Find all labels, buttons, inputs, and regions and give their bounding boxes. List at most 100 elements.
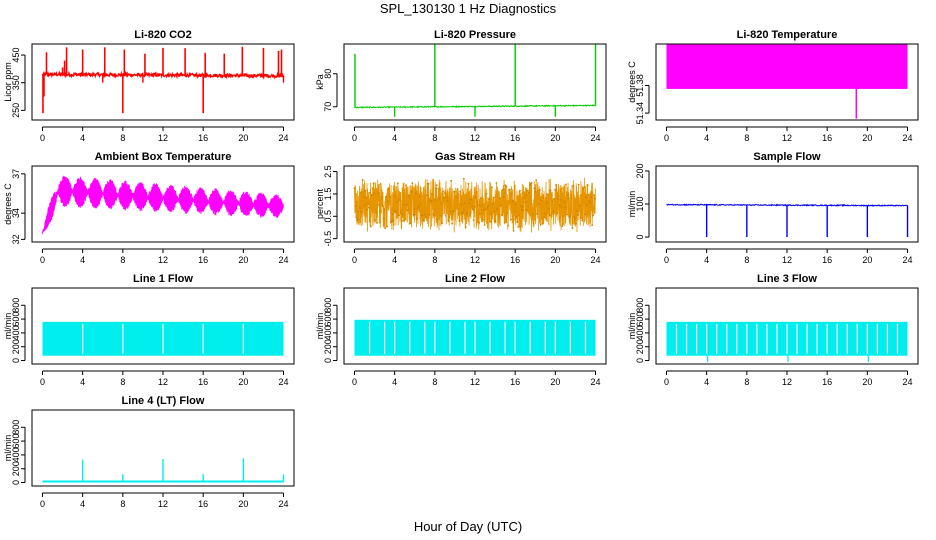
data-point	[511, 200, 514, 203]
data-point	[364, 189, 367, 192]
panel-title: Li-820 Pressure	[434, 29, 516, 41]
data-point	[388, 196, 391, 198]
data-point	[482, 208, 485, 211]
data-point	[401, 213, 404, 216]
x-tick-label: 0	[352, 255, 357, 265]
data-point	[481, 218, 484, 221]
x-tick-label: 8	[744, 255, 749, 265]
data-point	[411, 182, 414, 185]
data-point	[423, 220, 425, 222]
data-point	[415, 217, 418, 220]
data-point	[517, 226, 519, 228]
x-tick-label: 12	[158, 499, 168, 509]
data-point	[453, 190, 456, 193]
y-tick-label: 600	[323, 312, 333, 327]
data-point	[409, 222, 412, 224]
panel-ylabel: degrees C	[627, 61, 637, 103]
data-point	[428, 213, 431, 216]
data-point	[425, 194, 428, 197]
x-tick-label: 20	[238, 255, 248, 265]
x-axis: 0 4 8 12 16 20 24	[664, 126, 913, 143]
data-point	[534, 190, 537, 193]
data-point	[430, 199, 433, 202]
x-tick-label: 24	[279, 377, 289, 387]
panel-p4: Ambient Box Temperature degrees C 0 4 8 12 16 2…	[3, 151, 295, 265]
data-point	[487, 204, 490, 207]
data-point	[537, 202, 540, 205]
data-point	[412, 213, 415, 216]
data-point	[465, 213, 468, 216]
x-tick-label: 24	[591, 377, 601, 387]
data-point	[481, 204, 483, 207]
data-point	[582, 187, 585, 190]
data-point	[544, 212, 547, 215]
data-point	[526, 209, 529, 212]
data-point	[515, 215, 518, 218]
data-point	[541, 222, 544, 225]
x-tick-label: 12	[158, 255, 168, 265]
data-point	[359, 207, 361, 209]
data-point	[587, 193, 590, 196]
y-tick-label: 600	[11, 434, 21, 449]
plot-frame	[31, 165, 295, 243]
x-axis: 0 4 8 12 16 20 24	[352, 370, 601, 387]
data-point	[444, 214, 447, 217]
data-point	[588, 200, 591, 202]
x-tick-label: 4	[704, 377, 709, 387]
data-point	[509, 188, 511, 191]
data-point	[370, 193, 373, 196]
y-tick-label: 70	[323, 102, 333, 112]
x-axis: 0 4 8 12 16 20 24	[40, 370, 289, 387]
data-point	[543, 216, 546, 219]
data-point	[516, 221, 519, 223]
data-point	[368, 206, 370, 209]
panel-title: Ambient Box Temperature	[95, 151, 232, 163]
data-point	[390, 220, 393, 223]
data-point	[357, 210, 359, 213]
data-point	[404, 218, 406, 221]
data-point	[353, 187, 356, 190]
data-point	[458, 219, 461, 222]
panel-p1: Li-820 CO2 Licor ppm 0 4 8 12 16 20 24 250 350 450	[3, 29, 295, 143]
data-point	[562, 223, 565, 225]
data-point	[403, 203, 406, 206]
panel-p5: Gas Stream RH percent 0 4 8 12 16 20 24 -0.5 0.5 1.…	[315, 151, 607, 265]
data-point	[371, 187, 374, 189]
data-point	[399, 212, 402, 214]
figure-title: SPL_130130 1 Hz Diagnostics	[380, 1, 557, 16]
data-point	[405, 184, 407, 187]
y-tick-label: 200	[11, 339, 21, 354]
data-point	[542, 196, 545, 199]
data-point	[431, 193, 434, 195]
data-point	[555, 183, 557, 186]
x-tick-label: 12	[158, 377, 168, 387]
data-point	[549, 189, 552, 192]
x-tick-label: 16	[510, 377, 520, 387]
panel-ylabel: degrees C	[3, 183, 13, 225]
series-p7	[42, 321, 284, 356]
data-point	[424, 213, 426, 216]
data-point	[415, 192, 417, 195]
data-point	[393, 209, 396, 212]
data-point	[447, 219, 450, 222]
series-p3	[666, 44, 908, 119]
y-tick-label: 600	[11, 312, 21, 327]
data-point	[483, 224, 486, 226]
data-point	[530, 182, 533, 184]
data-point	[578, 204, 581, 207]
data-point	[564, 206, 566, 209]
data-point	[477, 204, 480, 207]
data-point	[377, 192, 379, 195]
data-point	[574, 217, 576, 220]
data-point	[480, 197, 482, 200]
x-tick-label: 8	[432, 377, 437, 387]
x-tick-label: 20	[550, 377, 560, 387]
data-point	[450, 179, 453, 182]
data-point	[525, 194, 528, 197]
y-axis: 0 100 200	[635, 163, 650, 240]
y-tick-label: 0	[323, 358, 333, 363]
x-tick-label: 0	[664, 255, 669, 265]
